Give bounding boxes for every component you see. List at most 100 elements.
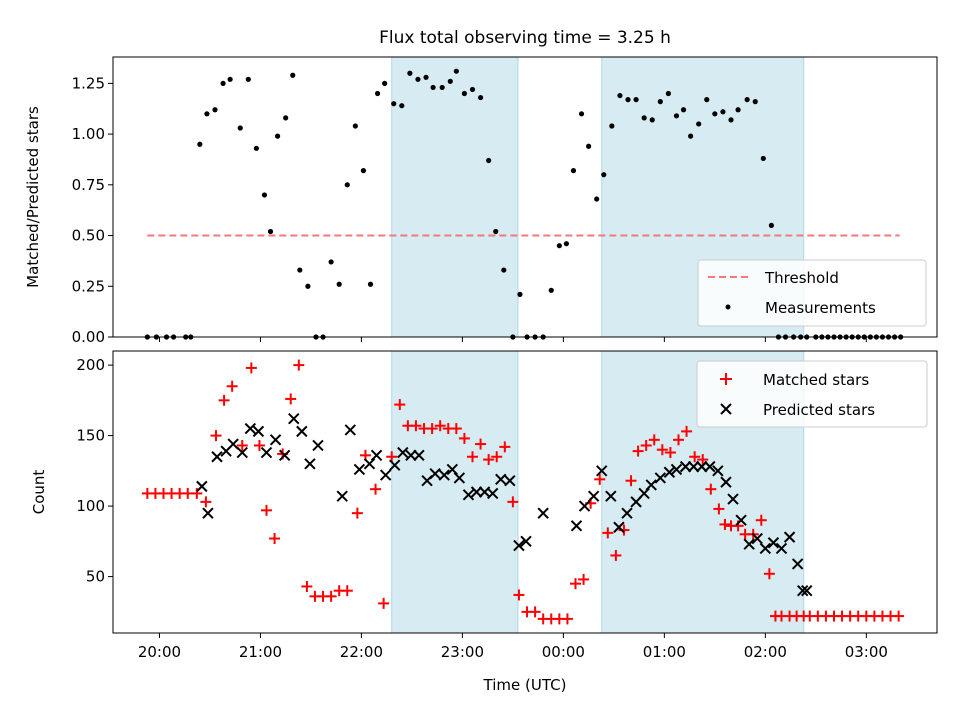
measurement-point — [245, 76, 251, 82]
matched-star-marker — [285, 393, 297, 405]
predicted-star-marker — [397, 446, 409, 459]
measurement-point — [477, 94, 484, 101]
bottom-legend: Matched stars Predicted stars — [696, 360, 928, 428]
predicted-star-marker — [312, 439, 324, 452]
matched-star-marker — [394, 399, 406, 411]
predicted-star-marker — [389, 459, 401, 471]
measurement-point — [274, 133, 281, 139]
matched-star-marker — [210, 430, 222, 442]
matched-star-marker — [269, 533, 281, 545]
bottom-legend-box — [696, 360, 928, 428]
predicted-star-marker — [587, 490, 600, 502]
matched-star-marker — [260, 504, 272, 516]
measurement-point — [735, 107, 741, 113]
measurement-point — [768, 222, 774, 229]
matched-star-marker — [529, 606, 541, 618]
matched-star-marker — [301, 580, 313, 592]
measurement-point — [344, 182, 350, 188]
predicted-star-marker — [605, 490, 617, 502]
measurement-point — [336, 281, 342, 287]
x-tick-label: 20:00 — [138, 643, 181, 661]
predicted-star-marker — [759, 542, 772, 555]
y-tick-label: 0.00 — [72, 328, 105, 346]
matched-star-marker — [705, 483, 717, 495]
measurement-point — [570, 168, 577, 174]
predicted-star-marker — [486, 487, 499, 500]
measurement-point — [415, 76, 421, 82]
predicted-star-marker — [429, 467, 441, 480]
measurement-point — [439, 84, 445, 91]
measurement-point — [352, 123, 358, 129]
matched-star-marker — [370, 483, 382, 495]
matched-star-marker — [218, 394, 230, 406]
matched-star-marker — [594, 473, 606, 485]
predicted-star-marker — [670, 463, 683, 476]
measurement-point — [720, 109, 726, 115]
shaded-span — [391, 350, 519, 634]
measurement-point — [399, 103, 405, 109]
matched-star-marker — [664, 447, 676, 459]
predicted-star-marker — [613, 521, 625, 533]
measurement-point — [712, 111, 718, 117]
matched-star-marker — [648, 434, 660, 446]
x-tick-label: 03:00 — [845, 643, 888, 661]
predicted-star-marker — [236, 446, 248, 459]
predicted-star-marker — [596, 465, 608, 477]
matched-star-marker — [578, 573, 590, 585]
predicted-star-marker — [621, 507, 633, 519]
measurement-point — [688, 133, 694, 139]
measurement-point — [752, 99, 758, 105]
predicted-star-marker — [712, 465, 724, 477]
matched-star-marker — [618, 524, 630, 536]
measurement-point — [548, 287, 554, 293]
matched-star-marker — [697, 454, 709, 466]
x-tick-label: 01:00 — [643, 643, 686, 661]
measurement-point — [760, 155, 766, 162]
measurement-point — [563, 241, 570, 247]
measurement-point — [267, 228, 274, 235]
predicted-star-marker — [296, 425, 308, 438]
measurement-point — [237, 125, 243, 131]
measurement-point — [556, 243, 562, 249]
matched-star-marker — [513, 589, 525, 601]
matched-star-marker — [200, 496, 212, 508]
predicted-star-marker — [775, 542, 788, 555]
measurement-point — [501, 267, 507, 273]
predicted-star-marker — [379, 469, 392, 481]
matched-star-marker — [245, 362, 257, 374]
predicted-star-marker — [663, 466, 676, 478]
measurement-point — [290, 72, 296, 78]
top-y-axis-ticks: 0.00 0.25 0.50 0.75 1.00 1.25 — [72, 74, 113, 346]
top-x-axis-ticks — [158, 337, 867, 342]
predicted-stars-points — [196, 412, 813, 597]
matched-star-marker — [625, 475, 637, 487]
predicted-star-marker — [196, 480, 208, 493]
measurement-point — [261, 192, 268, 198]
matched-star-marker — [410, 420, 422, 432]
predicted-star-marker — [783, 531, 796, 543]
legend-matched-label: Matched stars — [763, 371, 869, 389]
measurement-point — [673, 113, 680, 119]
matched-star-marker — [561, 613, 573, 625]
matched-star-marker — [351, 507, 363, 519]
measurement-point — [657, 99, 663, 105]
measurement-point — [486, 157, 492, 164]
predicted-star-marker — [520, 535, 532, 548]
predicted-star-marker — [654, 472, 667, 484]
top-plot-frame — [112, 56, 938, 338]
measurement-point — [696, 121, 702, 127]
predicted-star-marker — [751, 532, 763, 545]
matched-star-marker — [569, 578, 581, 590]
x-tick-label: 02:00 — [744, 643, 787, 661]
matched-star-marker — [434, 420, 446, 432]
measurement-point — [212, 107, 218, 113]
measurement-point — [447, 78, 453, 84]
predicted-star-marker — [278, 449, 291, 462]
matched-star-marker — [681, 425, 693, 437]
predicted-star-marker — [796, 584, 809, 597]
measurement-point — [469, 86, 476, 93]
top-legend-box — [697, 259, 927, 327]
bottom-plot-frame — [112, 350, 938, 634]
predicted-star-marker — [227, 438, 239, 450]
